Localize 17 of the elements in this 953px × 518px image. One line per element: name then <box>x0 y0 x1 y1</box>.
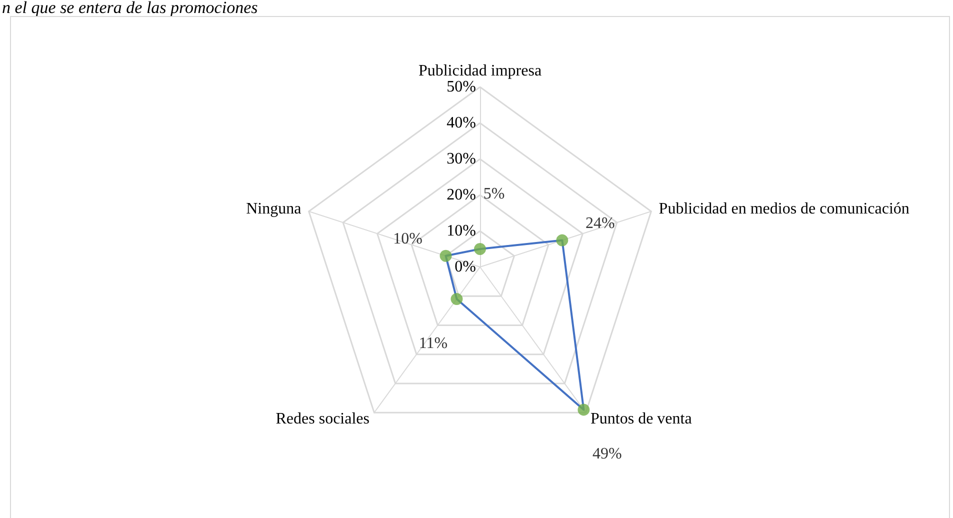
y-tick-label: 30% <box>446 150 476 168</box>
data-label: 24% <box>586 214 615 232</box>
y-tick-label: 10% <box>446 222 476 240</box>
spoke-label: Publicidad impresa <box>418 62 542 80</box>
data-label: 11% <box>418 335 448 352</box>
data-label: 5% <box>483 186 505 202</box>
spoke-label: Redes sociales <box>276 410 370 428</box>
y-tick-label: 0% <box>454 258 476 276</box>
y-tick-label: 40% <box>446 114 476 132</box>
chart-title: n el que se entera de las promociones <box>2 0 258 18</box>
data-label: 10% <box>393 230 422 248</box>
y-tick-label: 20% <box>446 186 476 204</box>
spoke-label: Publicidad en medios de comunicación <box>658 200 910 218</box>
spoke-label: Puntos de venta <box>590 410 692 428</box>
spoke-label: Ninguna <box>246 200 302 218</box>
data-label: 49% <box>592 446 622 463</box>
y-tick-label: 50% <box>446 78 476 96</box>
